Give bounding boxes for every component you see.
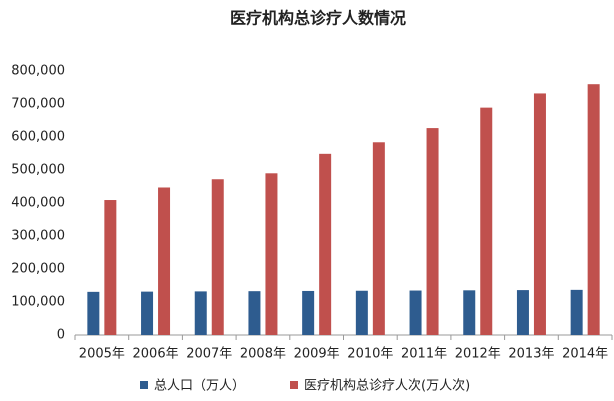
bar: [265, 173, 278, 335]
y-tick-label: 800,000: [11, 64, 65, 79]
bar: [141, 291, 154, 335]
x-tick-label: 2006年: [133, 347, 179, 362]
legend-label: 医疗机构总诊疗人次(万人次): [304, 378, 470, 394]
legend-swatch: [290, 381, 298, 389]
y-tick-label: 0: [57, 328, 65, 343]
x-tick-label: 2009年: [294, 347, 340, 362]
y-tick-label: 300,000: [11, 229, 65, 244]
bar: [104, 200, 117, 335]
bar: [319, 153, 332, 335]
bar: [426, 128, 439, 335]
bar: [570, 289, 583, 335]
bar: [211, 179, 224, 335]
bar: [248, 291, 261, 335]
bar: [302, 290, 315, 335]
bar: [480, 107, 493, 335]
y-tick-label: 200,000: [11, 262, 65, 277]
x-tick-label: 2010年: [347, 347, 393, 362]
bar: [587, 84, 600, 335]
x-tick-label: 2014年: [562, 347, 608, 362]
legend-label: 总人口（万人）: [154, 379, 245, 394]
x-tick-label: 2012年: [455, 347, 501, 362]
bar: [533, 93, 546, 335]
x-tick-label: 2013年: [508, 347, 554, 362]
y-tick-label: 400,000: [11, 196, 65, 211]
bar: [372, 142, 385, 335]
x-tick-label: 2007年: [186, 347, 232, 362]
bar: [516, 290, 529, 335]
chart-title: 医疗机构总诊疗人数情况: [230, 9, 406, 28]
x-tick-label: 2008年: [240, 347, 286, 362]
x-tick-label: 2005年: [79, 347, 125, 362]
y-tick-label: 600,000: [11, 130, 65, 145]
bar: [158, 187, 171, 335]
bar: [355, 290, 368, 335]
bar: [463, 290, 476, 335]
y-tick-label: 500,000: [11, 163, 65, 178]
bar: [409, 290, 422, 335]
bar: [194, 291, 207, 335]
bar: [87, 291, 100, 335]
y-tick-label: 100,000: [11, 295, 65, 310]
legend-swatch: [140, 381, 148, 389]
x-tick-label: 2011年: [401, 347, 447, 362]
y-tick-label: 700,000: [11, 97, 65, 112]
